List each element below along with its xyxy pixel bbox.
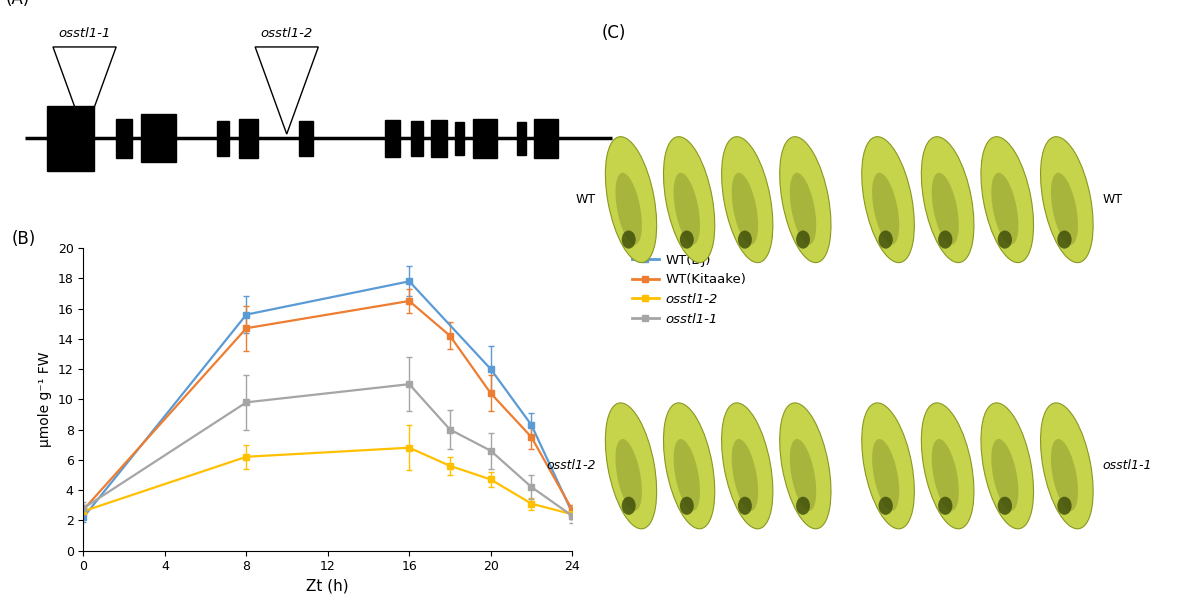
Ellipse shape — [622, 497, 635, 515]
Ellipse shape — [679, 231, 694, 249]
FancyBboxPatch shape — [240, 119, 259, 158]
Ellipse shape — [738, 497, 752, 515]
Ellipse shape — [721, 403, 772, 529]
Ellipse shape — [790, 439, 817, 511]
Ellipse shape — [679, 497, 694, 515]
Ellipse shape — [862, 403, 914, 529]
Ellipse shape — [1051, 173, 1078, 244]
Ellipse shape — [673, 173, 700, 244]
Ellipse shape — [664, 403, 715, 529]
Ellipse shape — [721, 137, 772, 263]
Text: (C): (C) — [602, 24, 626, 42]
Ellipse shape — [932, 173, 958, 244]
Ellipse shape — [938, 497, 952, 515]
Ellipse shape — [622, 231, 635, 249]
Legend: WT(DJ), WT(Kitaake), osstl1-2, osstl1-1: WT(DJ), WT(Kitaake), osstl1-2, osstl1-1 — [627, 249, 751, 331]
FancyBboxPatch shape — [517, 122, 526, 155]
FancyBboxPatch shape — [142, 114, 176, 162]
Text: osstl1-1: osstl1-1 — [1103, 459, 1153, 473]
Ellipse shape — [932, 439, 958, 511]
Ellipse shape — [921, 137, 974, 263]
Ellipse shape — [615, 173, 642, 244]
Ellipse shape — [921, 403, 974, 529]
FancyBboxPatch shape — [430, 120, 447, 157]
FancyBboxPatch shape — [217, 121, 229, 156]
X-axis label: Zt (h): Zt (h) — [306, 579, 349, 594]
Ellipse shape — [1057, 497, 1072, 515]
Ellipse shape — [862, 137, 914, 263]
FancyBboxPatch shape — [46, 106, 94, 171]
FancyBboxPatch shape — [534, 119, 558, 158]
Ellipse shape — [981, 403, 1033, 529]
Text: WT: WT — [1103, 193, 1123, 206]
Text: osstl1-1: osstl1-1 — [58, 27, 111, 41]
Ellipse shape — [606, 403, 657, 529]
Text: WT: WT — [576, 193, 596, 206]
Ellipse shape — [992, 439, 1018, 511]
Ellipse shape — [998, 497, 1012, 515]
FancyBboxPatch shape — [455, 122, 464, 155]
Ellipse shape — [998, 231, 1012, 249]
Ellipse shape — [1041, 137, 1093, 263]
Text: osstl1-2: osstl1-2 — [261, 27, 312, 41]
Text: osstl1-2: osstl1-2 — [546, 459, 596, 473]
Ellipse shape — [981, 137, 1033, 263]
Ellipse shape — [879, 231, 893, 249]
Ellipse shape — [873, 173, 899, 244]
Text: (B): (B) — [12, 230, 36, 248]
Ellipse shape — [796, 497, 811, 515]
Text: (A): (A) — [6, 0, 30, 8]
FancyBboxPatch shape — [385, 120, 401, 157]
FancyBboxPatch shape — [411, 121, 423, 156]
Ellipse shape — [615, 439, 642, 511]
Ellipse shape — [938, 231, 952, 249]
FancyBboxPatch shape — [116, 119, 132, 158]
FancyBboxPatch shape — [473, 119, 497, 158]
Ellipse shape — [780, 403, 831, 529]
Ellipse shape — [796, 231, 811, 249]
Ellipse shape — [606, 137, 657, 263]
Ellipse shape — [673, 439, 700, 511]
Ellipse shape — [879, 497, 893, 515]
Ellipse shape — [664, 137, 715, 263]
Ellipse shape — [1051, 439, 1078, 511]
Ellipse shape — [1041, 403, 1093, 529]
Y-axis label: μmole g⁻¹ FW: μmole g⁻¹ FW — [38, 352, 52, 447]
Ellipse shape — [738, 231, 752, 249]
Ellipse shape — [873, 439, 899, 511]
Ellipse shape — [780, 137, 831, 263]
Ellipse shape — [732, 439, 758, 511]
FancyBboxPatch shape — [299, 121, 313, 156]
Ellipse shape — [992, 173, 1018, 244]
Ellipse shape — [1057, 231, 1072, 249]
Ellipse shape — [732, 173, 758, 244]
Ellipse shape — [790, 173, 817, 244]
